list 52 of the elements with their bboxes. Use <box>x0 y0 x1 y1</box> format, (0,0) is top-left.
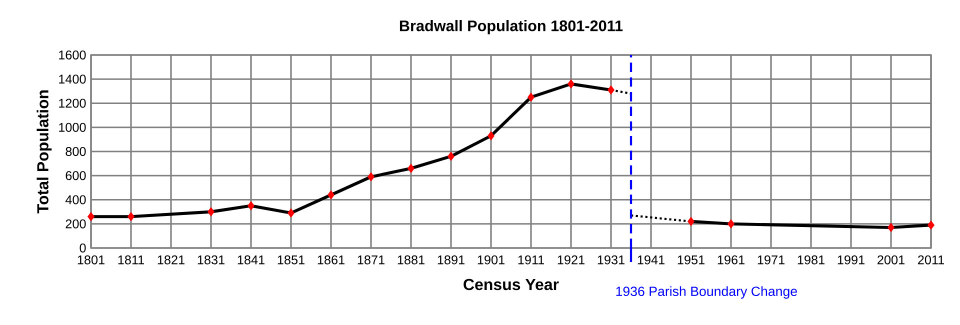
y-tick-label: 800 <box>66 147 86 156</box>
point <box>528 92 534 102</box>
point <box>208 207 214 216</box>
x-tick-label: 1891 <box>438 255 464 264</box>
point <box>688 216 694 226</box>
x-tick-label: 1971 <box>758 255 784 264</box>
x-tick-label: 1831 <box>198 255 224 264</box>
x-tick-label: 1841 <box>238 255 264 264</box>
x-tick-label: 1941 <box>638 255 664 264</box>
point <box>88 212 94 222</box>
x-tick-label: 1961 <box>718 255 744 264</box>
x-tick-label: 1881 <box>398 255 424 264</box>
x-tick-label: 1921 <box>558 255 584 264</box>
y-axis-title: Total Population <box>36 90 52 214</box>
x-tick-label: 1811 <box>118 255 144 264</box>
point <box>288 208 294 218</box>
point <box>408 164 414 173</box>
point <box>328 190 334 200</box>
point <box>128 212 134 222</box>
point <box>448 152 454 161</box>
point <box>888 222 894 232</box>
x-tick-label: 1821 <box>158 255 184 264</box>
point <box>368 172 374 182</box>
x-tick-label: 1851 <box>278 255 304 264</box>
x-tick-label: 1901 <box>478 255 504 264</box>
x-tick-label: 1871 <box>358 255 384 264</box>
x-axis-title: Census Year <box>464 278 559 290</box>
y-tick-label: 200 <box>66 219 86 228</box>
y-tick-label: 0 <box>80 244 86 252</box>
x-tick-label: 1991 <box>838 255 864 264</box>
y-tick-label: 400 <box>65 195 86 204</box>
x-tick-label: 2001 <box>878 255 904 264</box>
x-tick-label: 1951 <box>678 255 704 264</box>
x-tick-label: 1801 <box>78 255 104 264</box>
point <box>608 85 614 95</box>
x-tick-label: 1911 <box>518 255 544 264</box>
ref-line-label: 1936 Parish Boundary Change <box>616 286 797 299</box>
chart-title: Bradwall Population 1801-2011 <box>400 20 623 34</box>
y-tick-label: 1600 <box>59 50 86 60</box>
point <box>728 219 734 228</box>
x-tick-label: 1931 <box>598 255 624 264</box>
y-tick-label: 600 <box>66 171 86 180</box>
y-tick-label: 1200 <box>59 98 86 108</box>
x-tick-label: 2011 <box>918 255 944 264</box>
point <box>568 79 574 88</box>
point <box>248 201 254 210</box>
x-tick-label: 1861 <box>318 255 344 264</box>
point <box>928 220 934 230</box>
y-tick-label: 1400 <box>59 74 86 84</box>
x-tick-label: 1981 <box>798 255 824 264</box>
point <box>488 131 494 140</box>
y-tick-label: 1000 <box>59 122 86 132</box>
